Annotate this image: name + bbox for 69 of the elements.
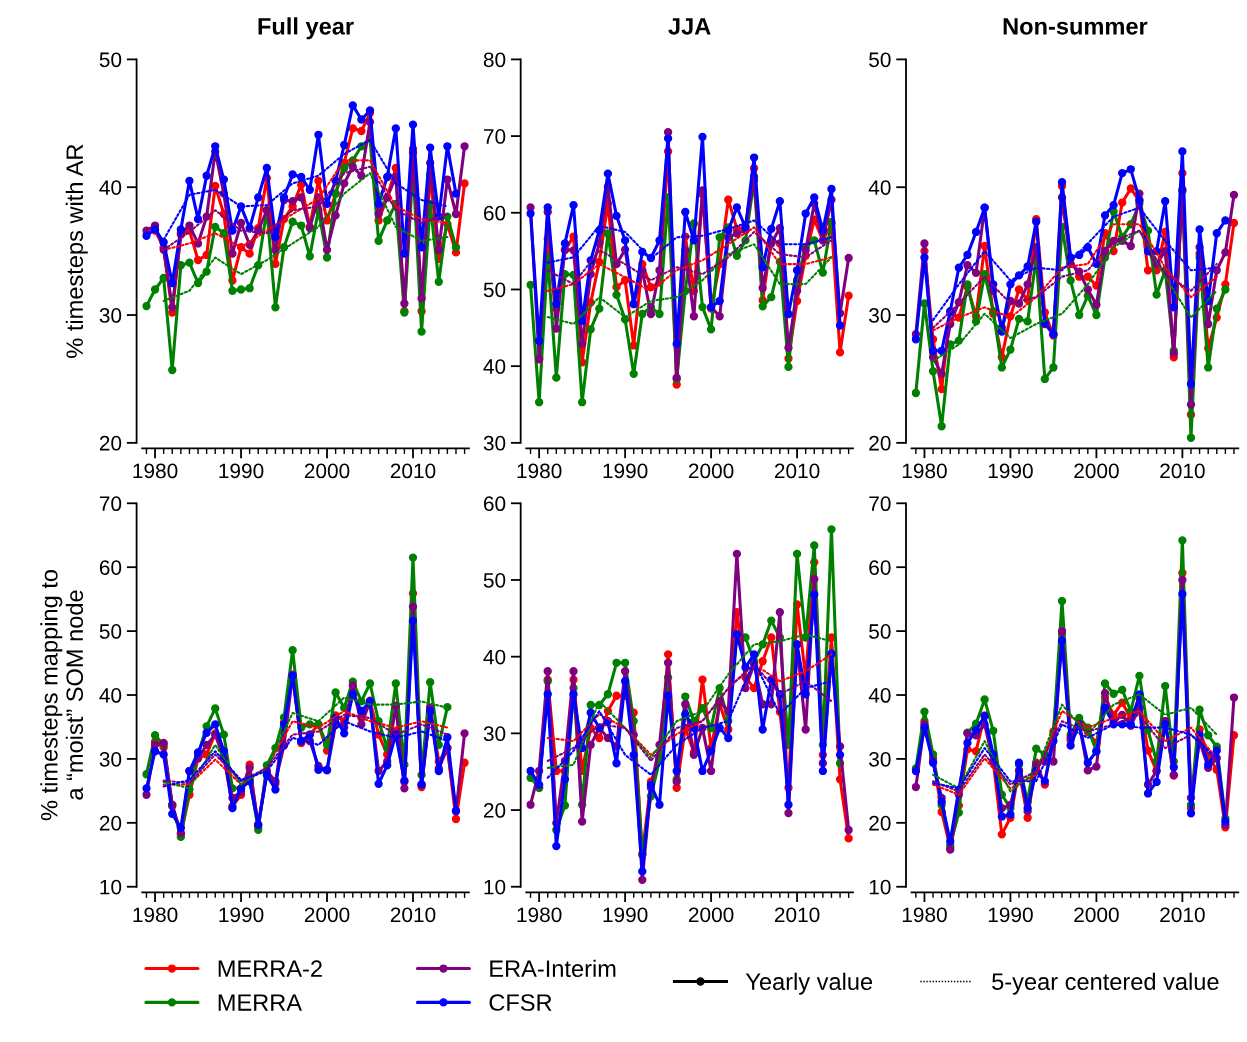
y-tick-label: 30	[869, 751, 891, 767]
x-tick-label: 1980	[517, 907, 562, 923]
y-tick-label: 40	[483, 359, 506, 374]
y-tick-label: 30	[99, 751, 122, 767]
y-tick-label: 60	[869, 560, 891, 575]
y-tick-label: 60	[483, 205, 506, 221]
x-tick-label: 1990	[603, 463, 648, 479]
y-tick-label: 50	[483, 572, 506, 588]
y-tick-label: 70	[99, 496, 122, 512]
legend-label: ERA-Interim	[490, 959, 616, 978]
x-tick-label: 1990	[219, 907, 264, 923]
x-tick-label: 2010	[390, 463, 436, 479]
y-tick-label: 70	[483, 129, 506, 144]
x-tick-label: 2010	[774, 907, 820, 923]
x-tick-label: 1990	[603, 907, 648, 923]
chart-title: JJA	[668, 18, 711, 35]
x-tick-label: 2010	[774, 463, 820, 479]
legend-label: MERRA	[218, 994, 302, 1011]
y-tick-label: 30	[483, 435, 506, 451]
text: 5-year centered value	[992, 972, 1219, 995]
chart-title: Non-summer	[1003, 18, 1148, 35]
y-tick-label: 40	[868, 688, 891, 703]
y-tick-label: 40	[868, 180, 891, 195]
y-axis-title: % timesteps mapping to a “moist” SOM node	[40, 570, 84, 821]
y-tick-label: 10	[100, 879, 122, 895]
y-tick-label: 40	[99, 180, 122, 195]
x-tick-label: 1980	[133, 907, 178, 923]
y-tick-label: 40	[99, 688, 122, 703]
chart-title: Full year	[258, 17, 354, 40]
y-tick-label: 40	[483, 649, 506, 665]
x-tick-label: 1980	[902, 907, 947, 923]
y-tick-label: 70	[869, 496, 891, 512]
y-tick-label: 20	[869, 435, 891, 451]
legend-label: CFSR	[489, 994, 552, 1011]
y-tick-label: 20	[869, 815, 891, 831]
y-tick-label: 20	[99, 815, 122, 831]
x-tick-label: 2010	[390, 907, 436, 923]
y-tick-label: 20	[99, 435, 122, 451]
y-tick-label: 60	[483, 496, 506, 512]
x-tick-label: 1990	[988, 463, 1033, 479]
x-tick-label: 2000	[688, 463, 734, 479]
x-tick-label: 1980	[517, 463, 562, 479]
x-tick-label: 2000	[304, 463, 350, 479]
x-tick-label: 1980	[902, 463, 947, 479]
text: Yearly value	[745, 972, 873, 995]
x-tick-label: 1980	[133, 463, 178, 479]
x-tick-label: 2010	[1160, 907, 1205, 923]
y-tick-label: 30	[99, 308, 122, 323]
y-tick-label: 10	[484, 879, 506, 895]
y-axis-title: % timesteps with AR	[65, 144, 88, 358]
x-tick-label: 2000	[688, 907, 734, 923]
y-tick-label: 50	[869, 624, 891, 639]
x-tick-label: 2010	[1160, 463, 1205, 479]
y-tick-label: 50	[99, 52, 122, 68]
y-tick-label: 50	[869, 52, 891, 68]
x-tick-label: 1990	[219, 463, 264, 479]
y-tick-label: 50	[99, 624, 122, 639]
y-tick-label: 50	[483, 282, 506, 298]
x-tick-label: 2000	[1074, 463, 1119, 479]
x-tick-label: 2000	[1074, 907, 1119, 923]
y-tick-label: 60	[99, 560, 122, 575]
legend-label: MERRA-2	[218, 960, 322, 977]
y-tick-label: 30	[483, 726, 506, 742]
x-tick-label: 2000	[304, 907, 350, 923]
y-tick-label: 80	[483, 52, 506, 68]
y-tick-label: 20	[483, 803, 506, 818]
y-tick-label: 10	[869, 879, 891, 895]
y-tick-label: 30	[869, 308, 891, 323]
x-tick-label: 1990	[988, 907, 1033, 923]
